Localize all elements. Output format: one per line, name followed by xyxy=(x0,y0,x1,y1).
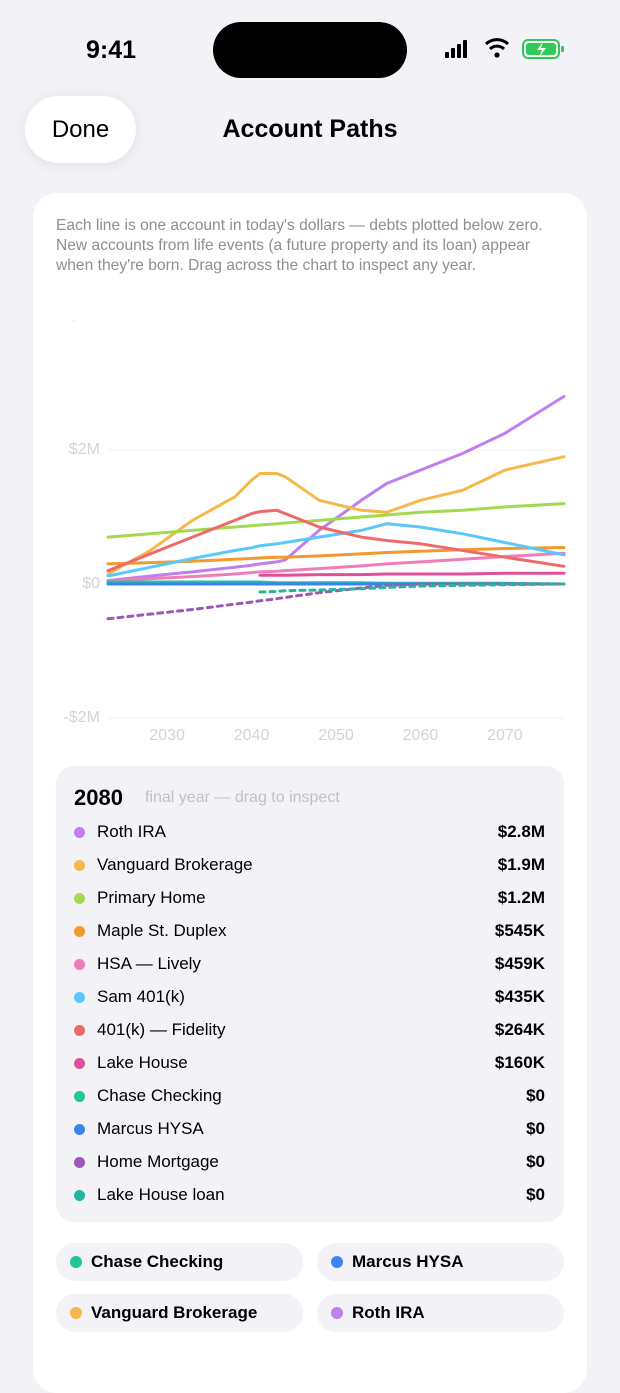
row-value: $0 xyxy=(526,1086,545,1105)
chart[interactable]: $4M $2M $0 -$2M 2030 2040 2050 2060 2070 xyxy=(0,0,620,760)
color-dot xyxy=(74,958,85,970)
chip-name: Marcus HYSA xyxy=(352,1252,464,1271)
row-name: Marcus HYSA xyxy=(97,1119,204,1138)
summary-hint: final year — drag to inspect xyxy=(145,789,340,806)
series-line xyxy=(106,508,566,573)
row-name: Home Mortgage xyxy=(97,1152,219,1171)
plot: $4M $2M $0 -$2M xyxy=(64,307,564,726)
summary-row: Primary Home $1.2M xyxy=(74,886,545,910)
x-tick-label: 2070 xyxy=(487,727,523,744)
summary-row: 401(k) — Fidelity $264K xyxy=(74,1018,545,1042)
series-line xyxy=(106,455,566,576)
color-dot xyxy=(74,892,85,904)
color-dot xyxy=(74,1123,85,1135)
x-tick-label: 2030 xyxy=(149,727,185,744)
chip-name: Roth IRA xyxy=(352,1303,425,1322)
summary-row: Lake House $160K xyxy=(74,1051,545,1075)
y-tick-label: $0 xyxy=(82,575,100,592)
row-name: Lake House loan xyxy=(97,1185,225,1204)
color-dot xyxy=(74,1024,85,1036)
color-dot xyxy=(74,925,85,937)
row-value: $0 xyxy=(526,1152,545,1171)
row-name: Roth IRA xyxy=(97,822,166,841)
row-value: $545K xyxy=(494,921,545,940)
summary-row: Roth IRA $2.8M xyxy=(74,820,545,844)
color-dot xyxy=(74,859,85,871)
y-tick-label: $4M xyxy=(69,307,100,324)
x-tick-label: 2050 xyxy=(318,727,354,744)
summary-panel xyxy=(56,766,564,1222)
row-name: Sam 401(k) xyxy=(97,987,185,1006)
x-tick-label: 2040 xyxy=(234,727,270,744)
status-icons xyxy=(445,38,564,59)
summary-row: Lake House loan $0 xyxy=(74,1183,545,1207)
series-line xyxy=(106,546,566,566)
summary-row: Sam 401(k) $435K xyxy=(74,985,545,1009)
color-dot xyxy=(74,1156,85,1168)
series-line xyxy=(258,582,566,594)
series-line xyxy=(106,394,566,583)
color-dot xyxy=(74,826,85,838)
series-line xyxy=(258,571,566,577)
account-chip[interactable]: Vanguard Brokerage xyxy=(56,1294,303,1332)
row-value: $264K xyxy=(494,1020,545,1039)
summary-row: Marcus HYSA $0 xyxy=(74,1117,545,1141)
dynamic-island xyxy=(213,22,407,78)
series-line xyxy=(106,551,566,583)
done-button[interactable]: Done xyxy=(25,96,136,163)
chip-name: Chase Checking xyxy=(91,1252,224,1271)
row-value: $1.9M xyxy=(497,855,545,874)
color-dot xyxy=(331,1307,343,1319)
row-name: Maple St. Duplex xyxy=(97,921,227,940)
account-chip[interactable]: Roth IRA xyxy=(317,1294,564,1332)
row-name: Chase Checking xyxy=(97,1086,222,1105)
account-chip[interactable]: Chase Checking xyxy=(56,1243,303,1281)
series-line xyxy=(106,582,566,621)
summary-row: Vanguard Brokerage $1.9M xyxy=(74,853,545,877)
row-value: $160K xyxy=(494,1053,545,1072)
color-dot xyxy=(74,1057,85,1069)
row-name: Lake House xyxy=(97,1053,188,1072)
row-name: HSA — Lively xyxy=(97,954,201,973)
color-dot xyxy=(74,991,85,1003)
series-line xyxy=(106,522,566,578)
y-tick-label: $2M xyxy=(69,441,100,458)
row-value: $0 xyxy=(526,1119,545,1138)
x-tick-label: 2060 xyxy=(403,727,439,744)
summary-row: Home Mortgage $0 xyxy=(74,1150,545,1174)
summary-row: Chase Checking $0 xyxy=(74,1084,545,1108)
summary-row: Maple St. Duplex $545K xyxy=(74,919,545,943)
row-value: $459K xyxy=(494,954,545,973)
chip-name: Vanguard Brokerage xyxy=(91,1303,258,1322)
row-name: Primary Home xyxy=(97,888,206,907)
row-value: $1.2M xyxy=(497,888,545,907)
account-chip[interactable]: Marcus HYSA xyxy=(317,1243,564,1281)
summary-year: 2080 xyxy=(74,785,123,810)
row-name: 401(k) — Fidelity xyxy=(97,1020,226,1039)
color-dot xyxy=(70,1307,82,1319)
color-dot xyxy=(331,1256,343,1268)
color-dot xyxy=(70,1256,82,1268)
row-value: $0 xyxy=(526,1185,545,1204)
summary-row: HSA — Lively $459K xyxy=(74,952,545,976)
nav-title: Account Paths xyxy=(222,115,398,143)
color-dot xyxy=(74,1189,85,1201)
row-name: Vanguard Brokerage xyxy=(97,855,253,874)
series-line xyxy=(106,502,566,539)
row-value: $2.8M xyxy=(497,822,545,841)
color-dot xyxy=(74,1090,85,1102)
row-value: $435K xyxy=(494,987,545,1006)
y-tick-label: -$2M xyxy=(64,709,100,726)
description: Each line is one account in today's doll… xyxy=(56,217,543,274)
status-time: 9:41 xyxy=(86,36,137,64)
